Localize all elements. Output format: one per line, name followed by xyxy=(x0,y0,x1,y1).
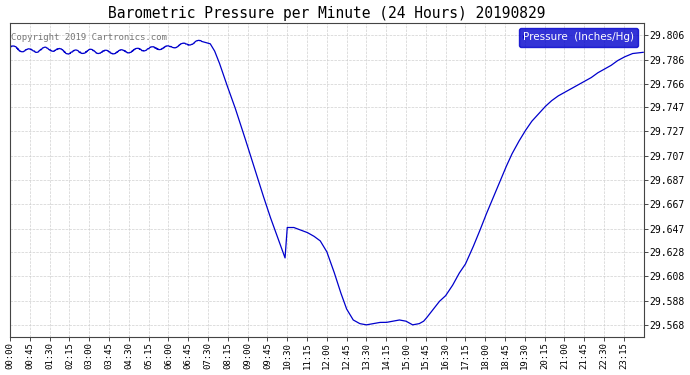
Legend: Pressure  (Inches/Hg): Pressure (Inches/Hg) xyxy=(519,28,638,46)
Text: Copyright 2019 Cartronics.com: Copyright 2019 Cartronics.com xyxy=(11,33,167,42)
Title: Barometric Pressure per Minute (24 Hours) 20190829: Barometric Pressure per Minute (24 Hours… xyxy=(108,6,546,21)
